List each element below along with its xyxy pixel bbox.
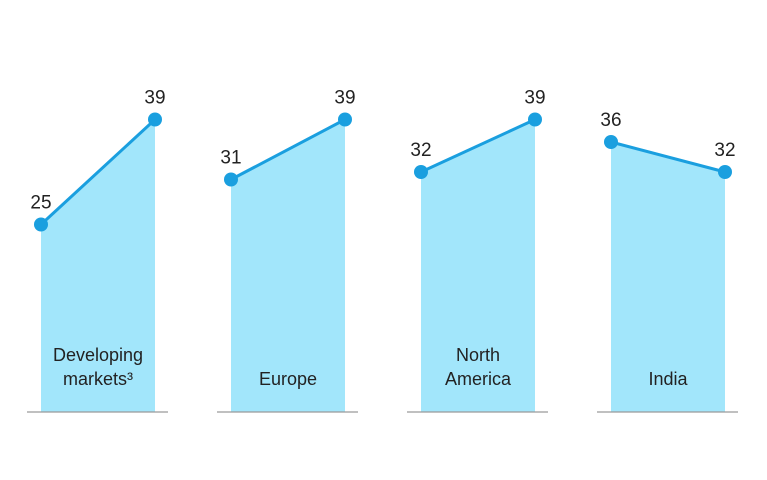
- value-label: 39: [334, 88, 355, 109]
- point: [414, 165, 428, 179]
- area: [611, 142, 725, 412]
- point: [718, 165, 732, 179]
- panel-title: Europe: [258, 369, 318, 389]
- area: [231, 119, 345, 412]
- point: [604, 135, 618, 149]
- line: [230, 118, 346, 181]
- value-label: 39: [524, 88, 545, 109]
- point: [528, 112, 542, 127]
- panel-title: India: [648, 369, 688, 389]
- value-label: 25: [30, 193, 51, 214]
- point: [224, 172, 238, 187]
- area: [41, 119, 155, 412]
- area: [421, 119, 535, 412]
- value-label: 32: [714, 140, 735, 161]
- value-label: 39: [144, 88, 165, 109]
- point: [34, 217, 48, 232]
- panel-title: Developing markets³: [52, 345, 144, 389]
- line: [420, 118, 536, 174]
- line: [39, 118, 157, 226]
- panel-title: North America: [444, 345, 511, 389]
- value-label: 31: [220, 148, 241, 169]
- value-label: 32: [410, 140, 431, 161]
- line: [610, 140, 726, 174]
- point: [338, 112, 352, 127]
- value-label: 36: [600, 110, 621, 131]
- point: [148, 112, 162, 127]
